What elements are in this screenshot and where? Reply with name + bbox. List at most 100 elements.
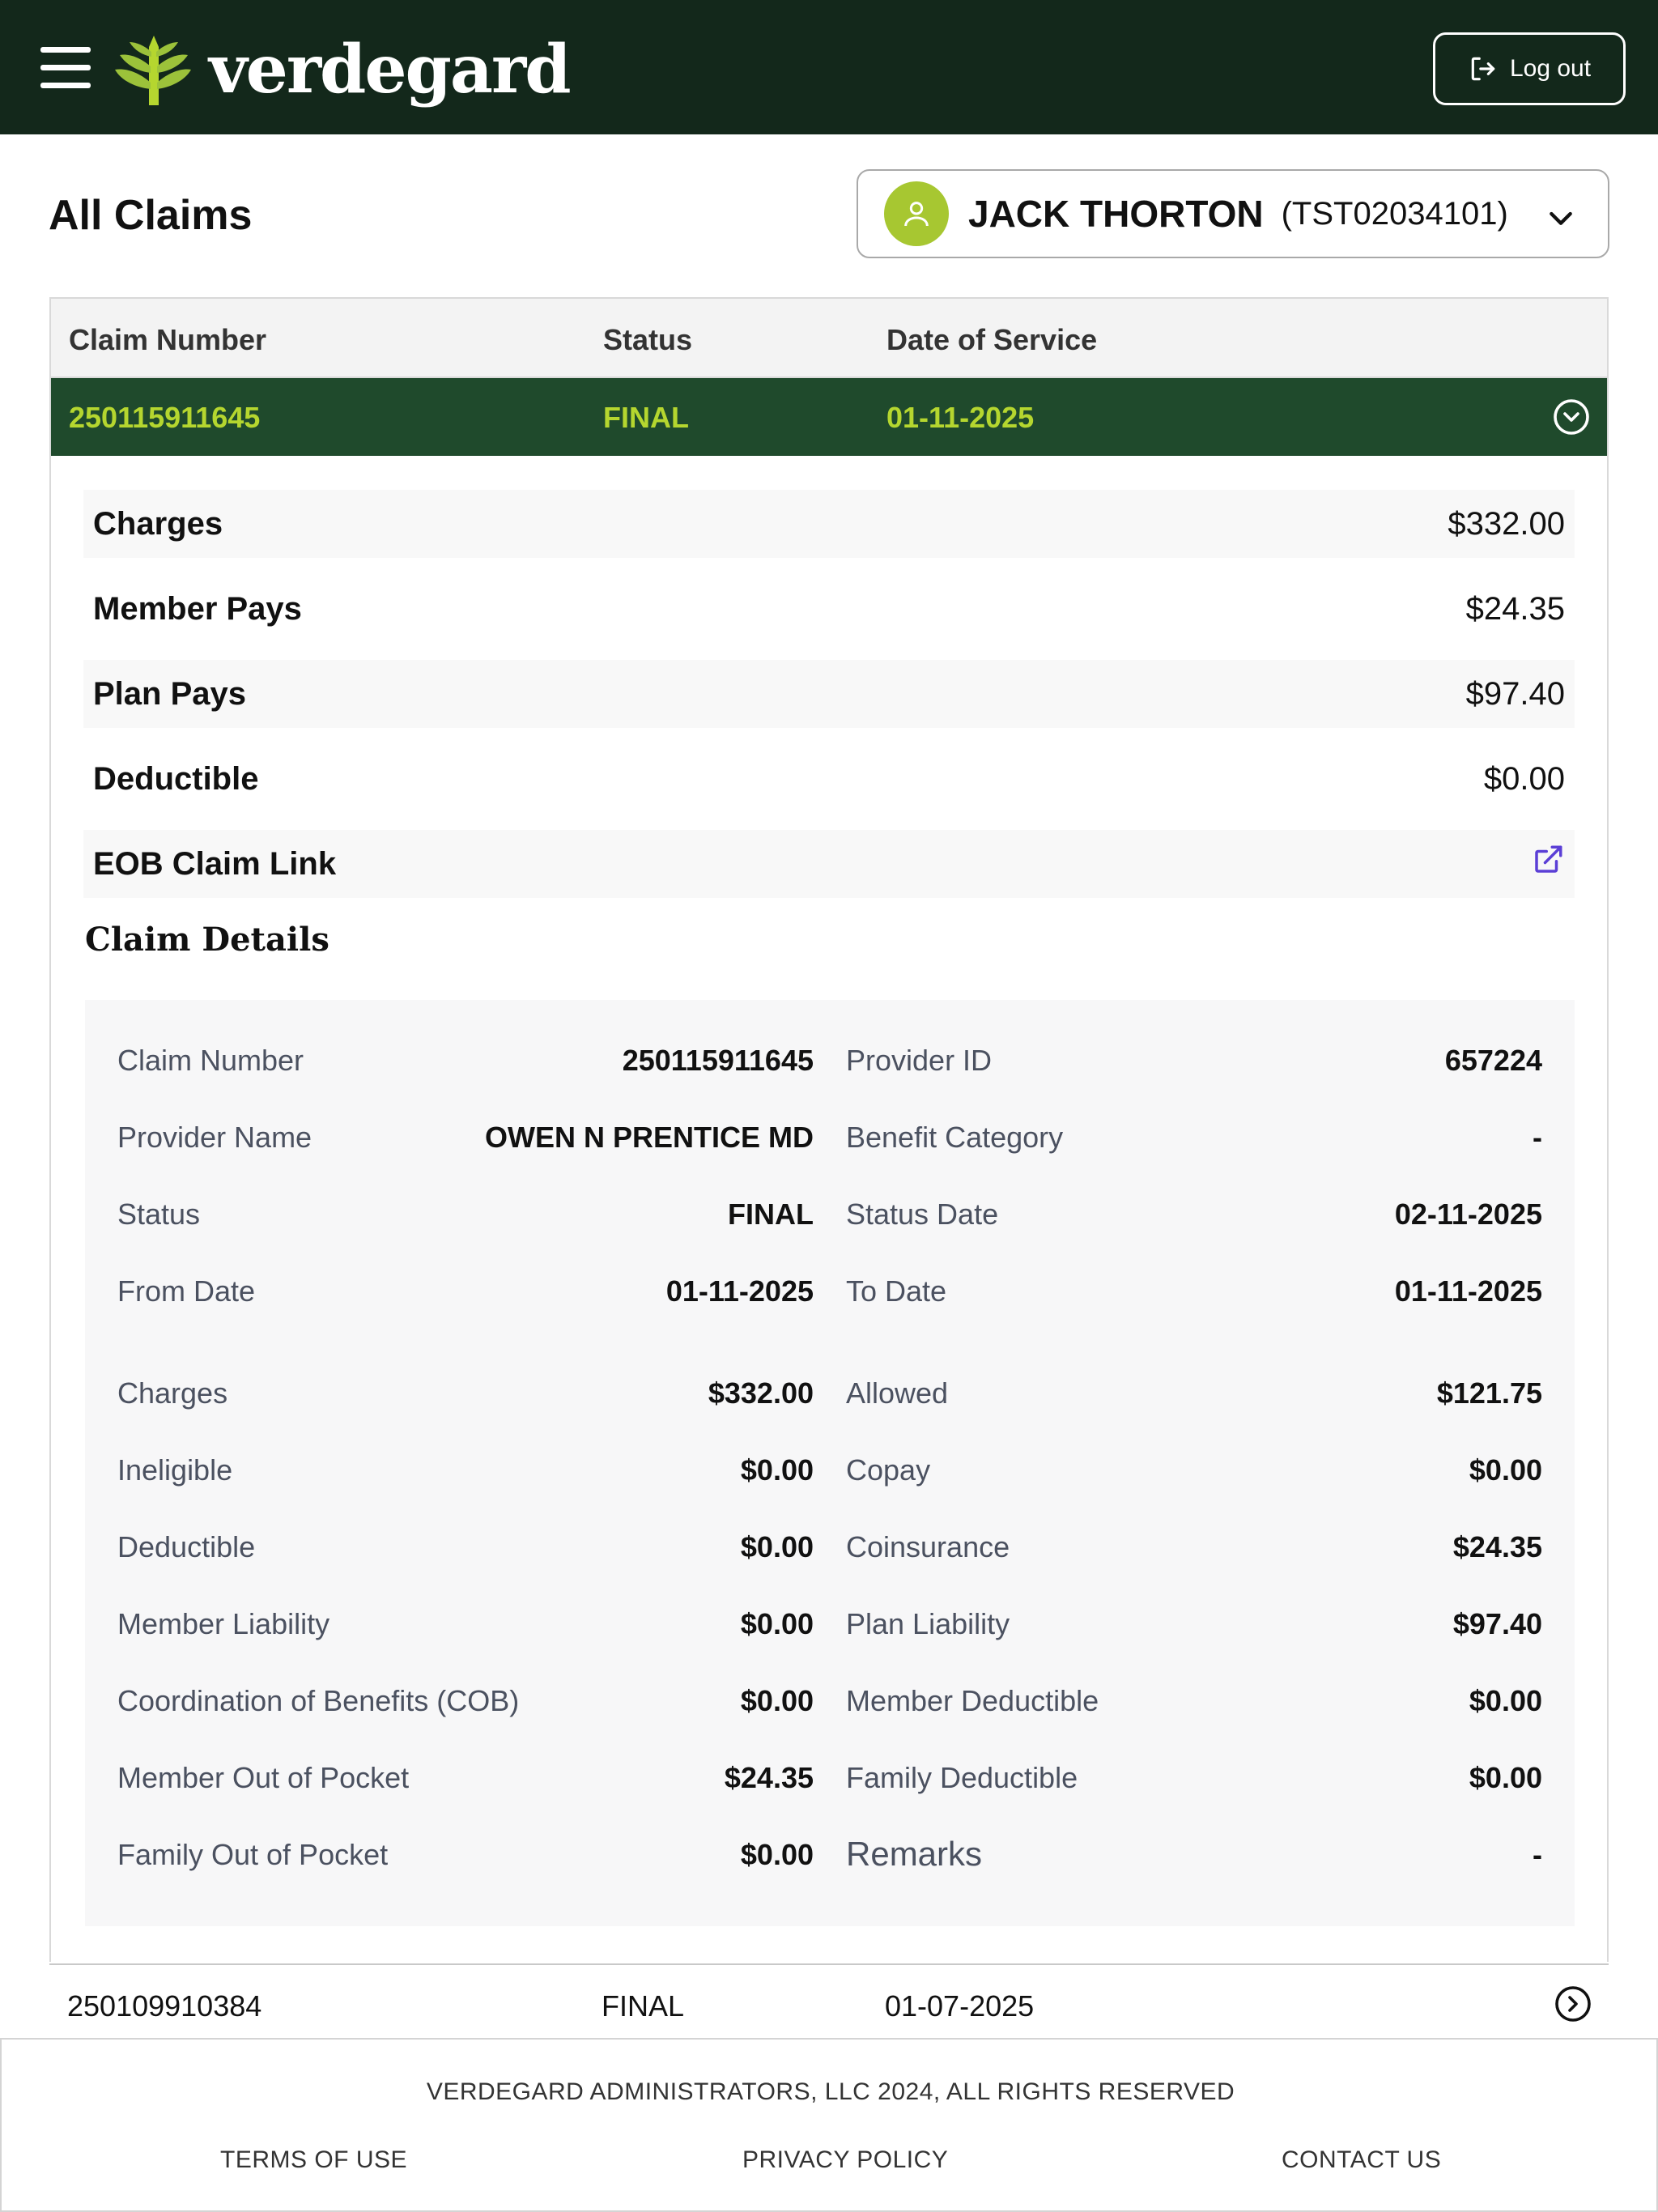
detail-value: 657224: [1444, 1044, 1542, 1077]
detail-row: Member Out of Pocket $24.35 Family Deduc…: [85, 1753, 1575, 1802]
detail-label: Member Liability: [117, 1607, 330, 1640]
detail-value: FINAL: [728, 1197, 814, 1231]
member-id: (TST02034101): [1281, 195, 1508, 232]
logout-icon: [1471, 57, 1495, 81]
detail-value: $0.00: [740, 1530, 814, 1563]
summary-row-plan-pays: Plan Pays $97.40: [83, 660, 1575, 728]
detail-value: $0.00: [740, 1838, 814, 1871]
detail-label: Family Deductible: [846, 1761, 1078, 1794]
page-title: All Claims: [49, 192, 253, 239]
logout-label: Log out: [1509, 55, 1592, 82]
claim-number: 250115911645: [69, 401, 261, 434]
detail-value: $24.35: [1452, 1530, 1542, 1563]
avatar: [884, 181, 949, 246]
detail-value: 250115911645: [622, 1044, 814, 1077]
detail-value: $332.00: [708, 1376, 814, 1410]
chevron-right-circle-icon[interactable]: [1554, 1984, 1592, 2023]
detail-label: Benefit Category: [846, 1121, 1064, 1154]
detail-value: -: [1533, 1121, 1542, 1154]
detail-row: Provider Name OWEN N PRENTICE MD Benefit…: [85, 1112, 1575, 1161]
detail-value: -: [1533, 1838, 1542, 1871]
leaf-logo-icon: [115, 36, 191, 105]
column-date-of-service: Date of Service: [886, 323, 1098, 356]
date-of-service: 01-11-2025: [886, 401, 1035, 434]
member-selector[interactable]: JACK THORTON (TST02034101): [857, 169, 1609, 258]
detail-value: $121.75: [1436, 1376, 1542, 1410]
detail-row: Charges $332.00 Allowed $121.75: [85, 1368, 1575, 1417]
detail-label: Status: [117, 1197, 201, 1231]
detail-value: 01-11-2025: [665, 1274, 814, 1308]
detail-label: Ineligible: [117, 1453, 233, 1487]
claim-number: 250109910384: [67, 1989, 262, 2023]
external-link-icon[interactable]: [1531, 843, 1565, 877]
collapse-circle-icon[interactable]: [1552, 398, 1591, 436]
summary-row-deductible: Deductible $0.00: [83, 745, 1575, 813]
detail-row: Ineligible $0.00 Copay $0.00: [85, 1445, 1575, 1494]
detail-value: $0.00: [1469, 1453, 1542, 1487]
footer: VERDEGARD ADMINISTRATORS, LLC 2024, ALL …: [0, 2038, 1658, 2212]
detail-label: Provider Name: [117, 1121, 312, 1154]
contact-us-link[interactable]: CONTACT US: [1282, 2146, 1442, 2173]
detail-value: $24.35: [724, 1761, 814, 1794]
table-row-expanded[interactable]: 250115911645 FINAL 01-11-2025: [51, 378, 1607, 456]
summary-row-eob-link: EOB Claim Link: [83, 830, 1575, 898]
detail-value: $0.00: [740, 1684, 814, 1717]
claim-details-heading: Claim Details: [85, 921, 329, 959]
copyright-text: VERDEGARD ADMINISTRATORS, LLC 2024, ALL …: [426, 2078, 1235, 2105]
summary-label: Charges: [93, 506, 223, 542]
table-header: Claim Number Status Date of Service: [51, 299, 1607, 378]
terms-of-use-link[interactable]: TERMS OF USE: [220, 2146, 408, 2173]
detail-label: Remarks: [846, 1835, 983, 1873]
detail-label: Deductible: [117, 1530, 256, 1563]
date-of-service: 01-07-2025: [885, 1989, 1035, 2023]
summary-label: Member Pays: [93, 591, 302, 627]
table-row[interactable]: 250109910384 FINAL 01-07-2025: [49, 1963, 1609, 2041]
detail-label: Coordination of Benefits (COB): [117, 1684, 520, 1717]
detail-value: 01-11-2025: [1394, 1274, 1542, 1308]
column-status: Status: [603, 323, 693, 356]
detail-label: Member Out of Pocket: [117, 1761, 410, 1794]
detail-value: $0.00: [740, 1453, 814, 1487]
detail-label: Provider ID: [846, 1044, 993, 1077]
brand-name: verdegard: [209, 31, 572, 108]
detail-label: Coinsurance: [846, 1530, 1010, 1563]
member-name: JACK THORTON: [968, 193, 1264, 235]
detail-row: From Date 01-11-2025 To Date 01-11-2025: [85, 1266, 1575, 1315]
detail-value: OWEN N PRENTICE MD: [484, 1121, 814, 1154]
logout-button[interactable]: Log out: [1433, 32, 1626, 105]
detail-value: $0.00: [1469, 1761, 1542, 1794]
summary-value: $0.00: [1483, 761, 1565, 797]
detail-label: Plan Liability: [846, 1607, 1010, 1640]
top-bar: verdegard Log out: [0, 0, 1658, 134]
claim-status: FINAL: [602, 1989, 685, 2023]
detail-label: Status Date: [846, 1197, 999, 1231]
summary-label: EOB Claim Link: [93, 846, 337, 882]
summary-value: $332.00: [1448, 506, 1565, 542]
detail-row: Coordination of Benefits (COB) $0.00 Mem…: [85, 1676, 1575, 1725]
claim-status: FINAL: [603, 401, 689, 434]
detail-label: Allowed: [846, 1376, 949, 1410]
detail-row: Claim Number 250115911645 Provider ID 65…: [85, 1036, 1575, 1084]
claim-expanded-panel: Charges $332.00 Member Pays $24.35 Plan …: [51, 456, 1607, 1962]
privacy-policy-link[interactable]: PRIVACY POLICY: [742, 2146, 949, 2173]
detail-label: From Date: [117, 1274, 256, 1308]
summary-label: Plan Pays: [93, 676, 247, 712]
summary-value: $97.40: [1465, 676, 1565, 712]
column-claim-number: Claim Number: [69, 323, 267, 356]
summary-row-charges: Charges $332.00: [83, 490, 1575, 558]
detail-value: $0.00: [740, 1607, 814, 1640]
logo[interactable]: verdegard: [113, 29, 572, 110]
detail-label: Charges: [117, 1376, 228, 1410]
claim-details-panel: Claim Number 250115911645 Provider ID 65…: [85, 1000, 1575, 1926]
menu-icon[interactable]: [40, 47, 91, 89]
detail-value: 02-11-2025: [1394, 1197, 1542, 1231]
chevron-down-icon: [1550, 211, 1572, 225]
detail-label: Copay: [846, 1453, 931, 1487]
detail-row: Status FINAL Status Date 02-11-2025: [85, 1189, 1575, 1238]
detail-row: Family Out of Pocket $0.00 Remarks -: [85, 1830, 1575, 1878]
detail-label: Claim Number: [117, 1044, 304, 1077]
user-icon: [904, 202, 929, 227]
summary-value: $24.35: [1465, 591, 1565, 627]
detail-label: Member Deductible: [846, 1684, 1099, 1717]
detail-row: Deductible $0.00 Coinsurance $24.35: [85, 1522, 1575, 1571]
